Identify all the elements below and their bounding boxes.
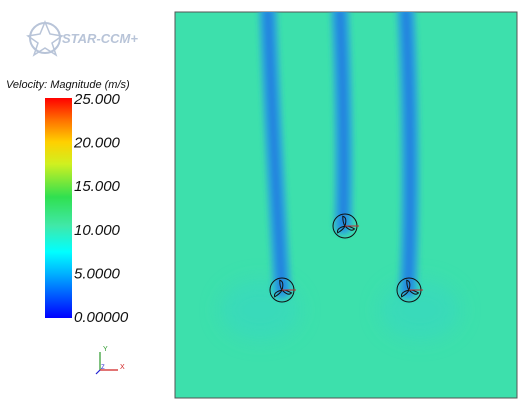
axis-z: Z bbox=[101, 365, 105, 371]
legend-label: 10.000 bbox=[74, 222, 121, 239]
turbine-blade bbox=[342, 215, 347, 227]
logo: STAR-CCM+ bbox=[26, 20, 138, 57]
legend-label: 0.00000 bbox=[74, 309, 129, 326]
turbine-blade bbox=[279, 279, 284, 291]
axis-y: Y bbox=[103, 346, 108, 353]
legend-label: 20.000 bbox=[73, 135, 121, 152]
flow-field bbox=[174, 11, 518, 399]
color-bar bbox=[45, 98, 72, 318]
legend-label: 25.000 bbox=[73, 91, 121, 108]
legend-label: 5.0000 bbox=[74, 265, 121, 282]
axis-triad: Y X Z bbox=[95, 346, 125, 375]
turbine-blade bbox=[406, 279, 411, 291]
turbine bbox=[332, 213, 359, 239]
legend-title: Velocity: Magnitude (m/s) bbox=[6, 79, 130, 91]
turbine bbox=[269, 277, 296, 303]
turbine-blade bbox=[273, 289, 283, 298]
turbine-blade bbox=[400, 289, 410, 298]
turbine-blade bbox=[336, 225, 346, 234]
turbine bbox=[396, 277, 423, 303]
axis-x: X bbox=[120, 364, 125, 371]
logo-text: STAR-CCM+ bbox=[62, 31, 138, 46]
legend-labels: 25.000 20.000 15.000 10.000 5.0000 0.00000 bbox=[73, 91, 129, 326]
legend-label: 15.000 bbox=[74, 178, 121, 195]
